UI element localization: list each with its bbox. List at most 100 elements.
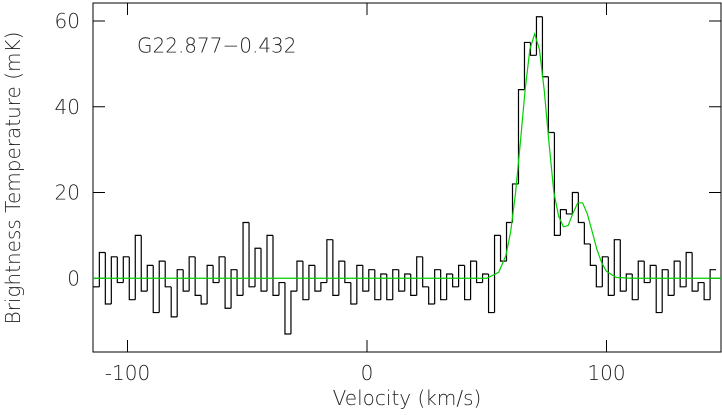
spectrum-step xyxy=(613,239,621,296)
spectrum-step xyxy=(230,269,238,309)
spectrum-step xyxy=(553,132,561,236)
spectrum-step xyxy=(146,264,154,292)
spectrum-step xyxy=(164,261,172,288)
spectrum-step xyxy=(338,260,345,296)
spectrum-step xyxy=(392,269,399,300)
y-tick-label: 20 xyxy=(55,181,80,205)
spectrum-step xyxy=(685,251,693,287)
spectrum-step xyxy=(200,295,208,305)
spectrum-step xyxy=(637,260,645,300)
spectrum-step xyxy=(116,256,124,284)
spectrum-step xyxy=(440,269,447,301)
spectrum-step xyxy=(446,273,453,300)
spectrum-step xyxy=(559,209,567,236)
spectrum-step xyxy=(487,273,495,314)
annotation: G22.877−0.432 xyxy=(137,34,297,58)
spectrum-step xyxy=(128,256,136,301)
spectrum-step xyxy=(583,222,591,245)
spectrum-step xyxy=(302,261,309,301)
spectrum-step xyxy=(278,281,285,296)
spectrum-step xyxy=(434,269,441,304)
spectrum-step xyxy=(458,264,465,287)
y-tick-label: 0 xyxy=(67,266,80,290)
spectrum-step xyxy=(254,247,262,287)
spectrum-step xyxy=(206,264,214,304)
plot-frame xyxy=(92,2,722,353)
spectrum-step xyxy=(404,273,411,292)
spectrum-step xyxy=(493,234,501,313)
spectrum-step xyxy=(428,286,435,305)
spectrum-step xyxy=(416,256,423,296)
spectrum-step xyxy=(284,282,291,335)
spectrum-step xyxy=(679,261,687,288)
spectrum-step xyxy=(98,251,106,287)
x-tick-label: -100 xyxy=(105,361,150,385)
spectrum-step xyxy=(625,273,633,292)
spectrum-step xyxy=(176,269,184,317)
fit-line xyxy=(93,31,721,279)
spectrum-step xyxy=(332,239,339,297)
spectrum-step xyxy=(386,273,393,301)
spectrum-step xyxy=(314,265,321,292)
spectrum-step xyxy=(236,269,244,297)
spectrum-step xyxy=(475,261,483,284)
spectrum-step xyxy=(607,256,615,297)
spectrum-step xyxy=(655,265,663,314)
spectrum-step xyxy=(410,273,417,297)
spectrum-step xyxy=(661,269,669,313)
spectrum-step xyxy=(212,265,220,284)
spectrum-step xyxy=(368,269,375,292)
spectrum-step xyxy=(194,256,202,297)
spectrum-step xyxy=(601,256,609,287)
spectrum-step xyxy=(589,243,597,266)
spectrum-step xyxy=(673,260,681,296)
spectrum-step xyxy=(272,235,279,297)
spectrum-step xyxy=(218,256,226,283)
x-axis-label: Velocity (km/s) xyxy=(333,386,482,410)
spectrum-step xyxy=(541,16,549,78)
spectrum-step xyxy=(350,282,357,305)
spectrum-step xyxy=(266,234,273,292)
spectrum-step xyxy=(140,235,148,292)
spectrum-step xyxy=(464,265,471,301)
spectrum-step xyxy=(152,265,160,314)
spectrum-step xyxy=(709,269,717,300)
spectrum-step xyxy=(547,76,555,134)
spectrum-step xyxy=(667,269,675,297)
spectrum-step xyxy=(260,248,268,292)
spectrum-step xyxy=(649,264,657,283)
spectrum-step xyxy=(308,264,315,300)
spectrum-step xyxy=(344,261,351,284)
spectrum-step xyxy=(469,260,477,300)
x-tick-label: 0 xyxy=(361,361,374,385)
spectrum-step xyxy=(631,273,639,301)
spectrum-step xyxy=(571,191,579,214)
spectrum-step xyxy=(158,260,166,313)
spectrum-step xyxy=(290,290,297,334)
spectrum-step xyxy=(517,89,525,184)
spectrum-step xyxy=(499,235,507,262)
spectrum-step xyxy=(104,252,112,305)
spectrum-step xyxy=(182,269,190,292)
spectrum-step xyxy=(320,281,327,292)
spectrum-step xyxy=(691,252,699,292)
spectrum-step xyxy=(577,192,585,224)
spectrum-step xyxy=(110,256,118,304)
spectrum-step xyxy=(643,261,651,284)
x-tick-label: 100 xyxy=(587,361,625,385)
spectrum-step xyxy=(326,239,333,283)
spectrum-step xyxy=(380,273,387,300)
spectrum-step xyxy=(356,264,363,304)
y-tick-label: 40 xyxy=(55,95,80,119)
spectrum-step xyxy=(697,281,705,292)
spectrum-step xyxy=(248,222,256,288)
spectrum-step xyxy=(362,265,369,292)
spectrum-step xyxy=(122,256,130,283)
spectrum-step xyxy=(505,221,513,262)
spectrum-step xyxy=(619,239,627,292)
spectrum-step xyxy=(134,234,142,300)
y-tick-label: 60 xyxy=(55,9,80,33)
spectrum-step xyxy=(398,269,405,292)
spectrum-step xyxy=(481,273,489,283)
spectrum-step xyxy=(595,265,603,288)
